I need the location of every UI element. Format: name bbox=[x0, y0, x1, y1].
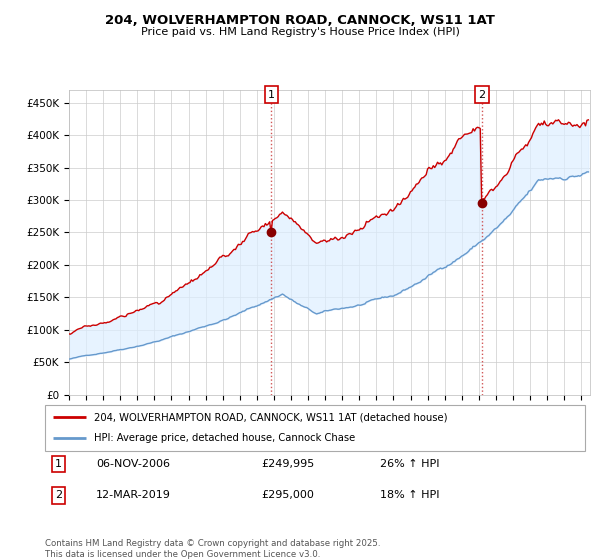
Text: Price paid vs. HM Land Registry's House Price Index (HPI): Price paid vs. HM Land Registry's House … bbox=[140, 27, 460, 37]
Text: 26% ↑ HPI: 26% ↑ HPI bbox=[380, 459, 439, 469]
Text: 12-MAR-2019: 12-MAR-2019 bbox=[96, 491, 171, 501]
Text: £249,995: £249,995 bbox=[261, 459, 314, 469]
Text: 204, WOLVERHAMPTON ROAD, CANNOCK, WS11 1AT: 204, WOLVERHAMPTON ROAD, CANNOCK, WS11 1… bbox=[105, 14, 495, 27]
Text: 204, WOLVERHAMPTON ROAD, CANNOCK, WS11 1AT (detached house): 204, WOLVERHAMPTON ROAD, CANNOCK, WS11 1… bbox=[94, 412, 447, 422]
Text: HPI: Average price, detached house, Cannock Chase: HPI: Average price, detached house, Cann… bbox=[94, 433, 355, 444]
Text: 1: 1 bbox=[55, 459, 62, 469]
Text: 2: 2 bbox=[478, 90, 485, 100]
Text: 1: 1 bbox=[268, 90, 275, 100]
Text: 2: 2 bbox=[55, 491, 62, 501]
Text: 06-NOV-2006: 06-NOV-2006 bbox=[96, 459, 170, 469]
Text: 18% ↑ HPI: 18% ↑ HPI bbox=[380, 491, 439, 501]
Text: Contains HM Land Registry data © Crown copyright and database right 2025.
This d: Contains HM Land Registry data © Crown c… bbox=[45, 539, 380, 559]
Text: £295,000: £295,000 bbox=[261, 491, 314, 501]
FancyBboxPatch shape bbox=[45, 405, 585, 451]
